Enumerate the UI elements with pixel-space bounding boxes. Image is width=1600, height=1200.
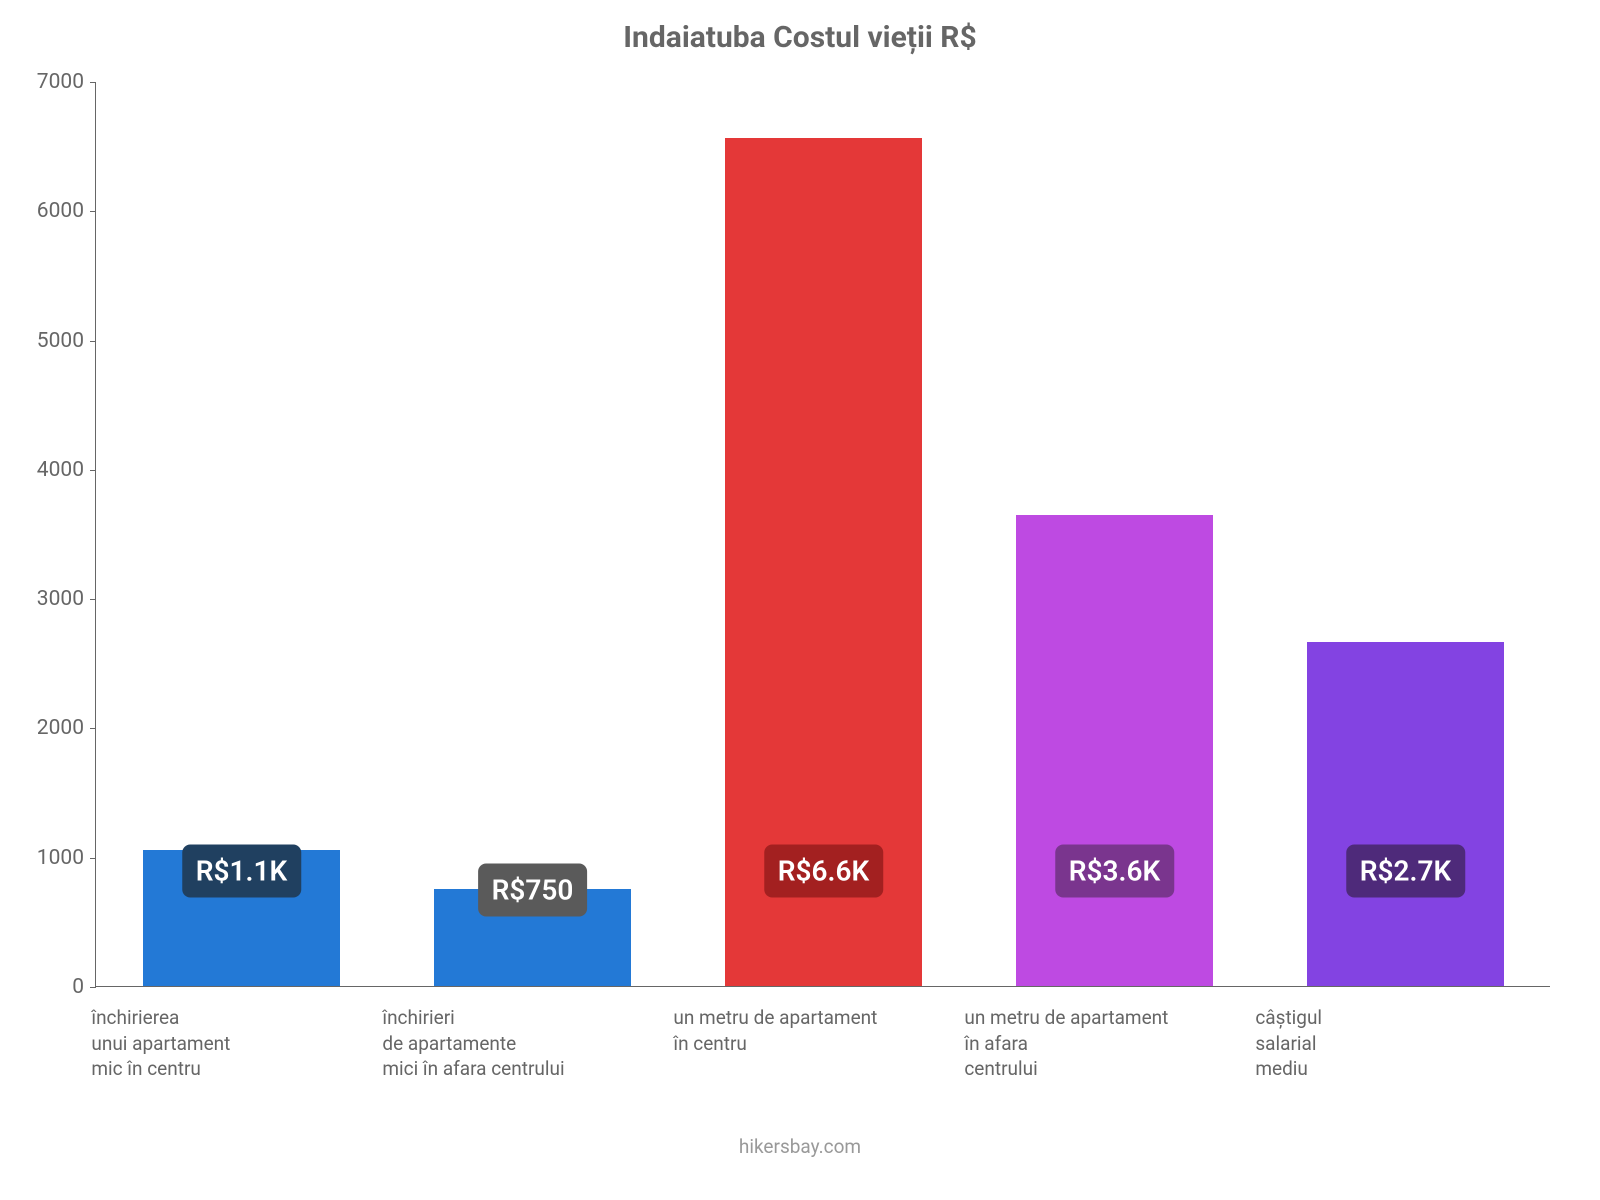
x-axis-label: un metru de apartament în centru xyxy=(673,1005,877,1056)
bar xyxy=(1016,515,1212,986)
ytick-label: 6000 xyxy=(37,199,96,223)
plot-area: 01000200030004000500060007000R$1.1KR$750… xyxy=(95,82,1550,987)
value-badge: R$6.6K xyxy=(764,844,883,897)
value-badge: R$3.6K xyxy=(1055,844,1174,897)
x-axis-label: câștigul salarial mediu xyxy=(1255,1005,1322,1082)
x-axis-label: închirieri de apartamente mici în afara … xyxy=(382,1005,564,1082)
bar xyxy=(1307,642,1503,986)
value-badge: R$2.7K xyxy=(1346,844,1465,897)
x-axis-label: închirierea unui apartament mic în centr… xyxy=(91,1005,230,1082)
x-axis-label: un metru de apartament în afara centrulu… xyxy=(964,1005,1168,1082)
chart-stage: Indaiatuba Costul vieții R$ 0 1000 2000 300… xyxy=(0,0,1600,1200)
ytick-label: 3000 xyxy=(37,587,96,611)
ytick-label: 5000 xyxy=(37,329,96,353)
ytick-label: 7000 xyxy=(37,70,96,94)
chart-title: Indaiatuba Costul vieții R$ xyxy=(0,20,1600,55)
value-badge: R$750 xyxy=(478,864,588,917)
ytick-label: 1000 xyxy=(37,846,96,870)
footer-credit: hikersbay.com xyxy=(0,1135,1600,1158)
value-badge: R$1.1K xyxy=(182,844,301,897)
ytick-label: 0 xyxy=(72,975,96,999)
ytick-label: 4000 xyxy=(37,458,96,482)
ytick-label: 2000 xyxy=(37,716,96,740)
